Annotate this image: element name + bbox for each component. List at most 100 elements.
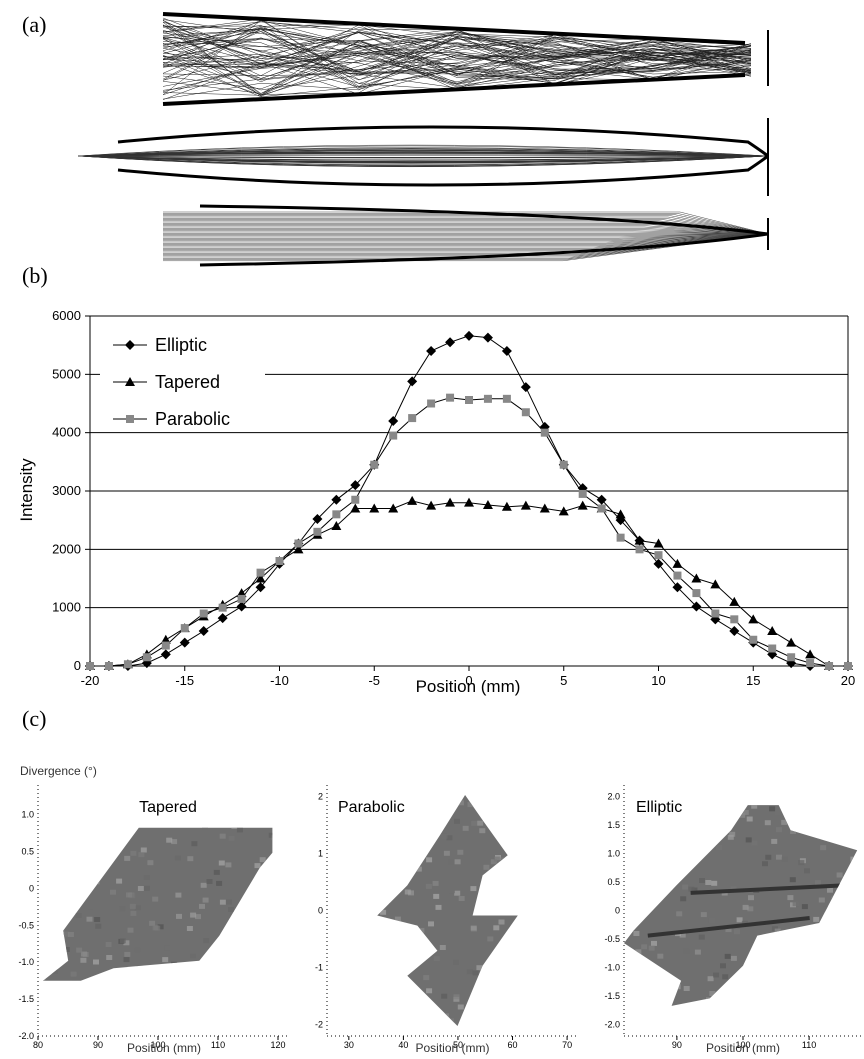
data-point-triangle (805, 649, 816, 659)
intensity-pixel (453, 994, 460, 1000)
ray-line (162, 27, 752, 71)
intensity-pixel (462, 825, 469, 831)
intensity-pixel (470, 1006, 477, 1012)
legend-label: Tapered (155, 372, 220, 392)
intensity-pixel (424, 811, 430, 817)
intensity-pixel (80, 803, 86, 808)
intensity-pixel (769, 806, 776, 812)
ray-line (162, 24, 752, 80)
intensity-pixel (48, 837, 55, 843)
intensity-pixel (747, 906, 754, 912)
x-axis-label: Position (mm) (416, 677, 521, 696)
intensity-pixel (648, 979, 655, 985)
intensity-pixel (124, 855, 131, 861)
intensity-pixel (446, 835, 453, 841)
data-point-diamond (198, 626, 209, 636)
x-tick-label: 40 (398, 1040, 408, 1050)
data-point-triangle (748, 614, 759, 624)
data-point-diamond (426, 346, 437, 356)
intensity-pixel (138, 852, 145, 858)
intensity-pixel (439, 945, 446, 950)
ray-line (163, 229, 769, 235)
data-point-square (104, 662, 113, 670)
intensity-pixel (257, 890, 264, 896)
data-point-square (502, 394, 511, 403)
intensity-pixel (833, 836, 839, 842)
legend-label: Parabolic (155, 409, 230, 429)
intensity-pixel (56, 909, 63, 915)
guide-wall-top (199, 204, 769, 236)
intensity-pixel (266, 887, 273, 893)
intensity-pixel (562, 792, 568, 797)
intensity-pixel (674, 827, 681, 832)
intensity-pixel (651, 940, 657, 946)
intensity-pixel (51, 969, 58, 974)
intensity-pixel (855, 868, 858, 874)
x-tick-label: 90 (672, 1040, 682, 1050)
intensity-pixel (157, 924, 164, 930)
intensity-pixel (162, 957, 169, 963)
y-tick-label: 0 (29, 883, 34, 893)
intensity-pixel (238, 956, 245, 962)
elliptic-raytrace (77, 118, 769, 196)
intensity-pixel (370, 860, 376, 865)
intensity-pixel (776, 854, 782, 860)
ray-line (163, 233, 769, 243)
data-point-triangle (786, 637, 797, 647)
legend: Elliptic Tapered Parabolic (100, 335, 265, 429)
intensity-pixel (724, 953, 731, 959)
intensity-pixel (761, 984, 768, 989)
intensity-pixel (553, 961, 559, 966)
intensity-pixel (130, 850, 137, 856)
intensity-pixel (569, 805, 575, 810)
intensity-pixel (700, 912, 707, 918)
intensity-pixel (699, 878, 705, 883)
intensity-pixel (164, 945, 171, 951)
intensity-pixel (333, 873, 339, 878)
intensity-pixel (470, 925, 477, 931)
intensity-pixel (408, 890, 414, 896)
ray-line (77, 155, 769, 168)
intensity-pixel (273, 1012, 279, 1017)
intensity-pixel (569, 831, 575, 836)
intensity-pixel (808, 927, 815, 933)
intensity-pixel (471, 1005, 477, 1011)
intensity-pixel (87, 904, 94, 910)
intensity-pixel (209, 956, 215, 961)
intensity-pixel (683, 948, 690, 954)
intensity-pixel (202, 1012, 208, 1017)
intensity-pixel (783, 1020, 789, 1025)
intensity-pixel (725, 993, 732, 999)
legend-label: Elliptic (155, 335, 207, 355)
intensity-pixel (835, 974, 842, 979)
intensity-pixel (483, 864, 490, 870)
intensity-pixel (143, 995, 149, 1000)
intensity-pixel (441, 993, 448, 999)
intensity-pixel (404, 1024, 411, 1026)
ray-line (77, 149, 769, 157)
guide-wall-bottom (117, 154, 769, 187)
data-point-triangle (255, 573, 266, 583)
intensity-pixel (801, 930, 808, 936)
y-tick-label: 1.0 (21, 810, 34, 820)
x-tick-label: 80 (33, 1040, 43, 1050)
intensity-pixel (545, 865, 551, 870)
ray-line (162, 26, 752, 75)
intensity-pixel (567, 1000, 573, 1005)
intensity-pixel (48, 845, 55, 851)
ray-line (163, 231, 769, 235)
intensity-pixel (716, 845, 723, 850)
intensity-pixel (367, 791, 373, 796)
intensity-pixel (213, 869, 220, 875)
intensity-pixel (820, 1025, 826, 1030)
data-point-diamond (464, 330, 474, 341)
panel-label-a: (a) (22, 12, 46, 37)
intensity-pixel (489, 983, 496, 989)
intensity-pixel (526, 968, 532, 973)
intensity-pixel (368, 950, 374, 955)
intensity-pixel (288, 1035, 294, 1040)
ray-line (77, 147, 769, 157)
intensity-pixel (378, 985, 385, 990)
x-tick-label: 20 (841, 673, 855, 688)
intensity-pixel (838, 1010, 844, 1015)
